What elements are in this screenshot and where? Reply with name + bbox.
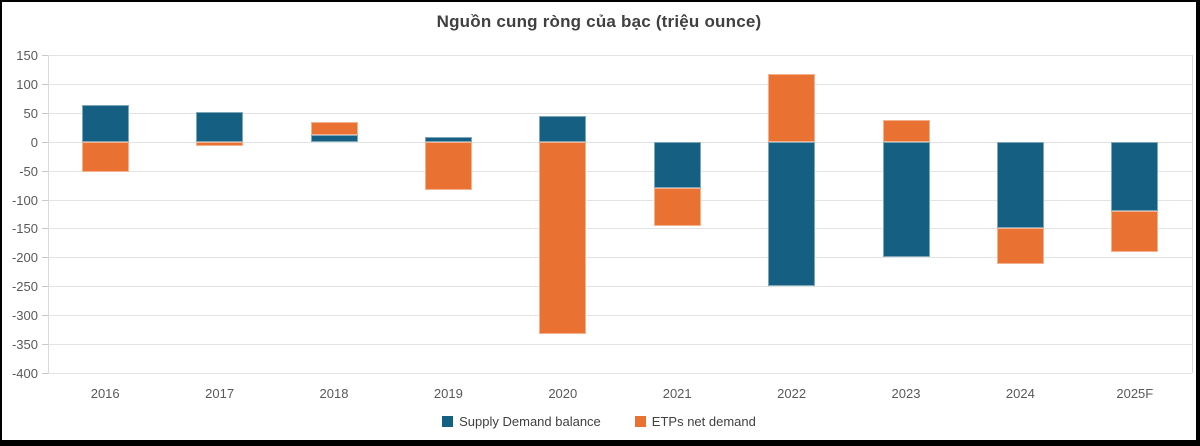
y-axis-label: -150	[11, 221, 38, 237]
x-axis-label: 2024	[1005, 386, 1035, 401]
gridline	[48, 170, 1192, 172]
y-axis-label: -350	[11, 337, 38, 353]
y-axis-label: -300	[11, 308, 38, 324]
bar-segment-etps-net-demand	[1111, 211, 1159, 252]
bar-segment-etps-net-demand	[424, 141, 472, 190]
plot-border-right	[1192, 55, 1193, 373]
bar-segment-supply-demand-balance	[653, 141, 701, 188]
bar-segment-supply-demand-balance	[310, 134, 358, 142]
bar-segment-supply-demand-balance	[424, 136, 472, 142]
legend-label-etps-net-demand: ETPs net demand	[651, 414, 756, 429]
x-axis-label: 2016	[90, 386, 120, 401]
y-axis-label: -400	[11, 366, 38, 381]
y-axis-label: -200	[11, 250, 38, 266]
y-axis-tick	[42, 170, 48, 172]
bar-segment-supply-demand-balance	[996, 141, 1044, 229]
bar-segment-etps-net-demand	[768, 74, 816, 142]
gridline	[48, 55, 1192, 56]
plot-area: 150 100 50 0 -50 -100 -150 -200 -250 -300 -350 -400…	[2, 2, 1196, 440]
bar-segment-etps-net-demand	[653, 187, 701, 226]
gridline	[48, 83, 1192, 85]
legend-swatch-supply-demand-balance	[442, 416, 454, 427]
bar-segment-supply-demand-balance	[81, 105, 129, 142]
x-axis-label: 2019	[433, 386, 463, 401]
x-axis-label: 2025F	[1116, 386, 1154, 401]
y-axis-label: -250	[11, 279, 38, 295]
y-axis-label: -100	[11, 192, 38, 208]
gridline	[48, 373, 1192, 374]
plot-border-left	[48, 55, 49, 373]
bar-segment-etps-net-demand	[882, 120, 930, 142]
bar-segment-etps-net-demand	[996, 228, 1044, 265]
y-axis-tick	[42, 315, 48, 317]
gridline	[48, 199, 1192, 201]
y-axis-label: 150	[16, 48, 38, 63]
x-axis-label: 2022	[777, 386, 807, 401]
chart-panel: Nguồn cung ròng của bạc (triệu ounce) 15…	[2, 2, 1196, 440]
bar-segment-etps-net-demand	[310, 122, 358, 135]
y-axis-label: -50	[19, 163, 38, 179]
y-axis-label: 0	[30, 134, 38, 150]
y-axis-tick	[42, 83, 48, 85]
y-axis-tick	[42, 286, 48, 288]
gridline	[48, 286, 1192, 288]
legend-item-etps-net-demand: ETPs net demand	[634, 414, 756, 429]
x-axis-label: 2018	[319, 386, 349, 401]
gridline	[48, 344, 1192, 346]
y-axis-tick	[42, 141, 48, 143]
bar-segment-supply-demand-balance	[539, 115, 587, 142]
bar-segment-etps-net-demand	[196, 141, 244, 147]
y-axis-tick	[42, 112, 48, 114]
x-axis-label: 2017	[205, 386, 235, 401]
legend-label-supply-demand-balance: Supply Demand balance	[459, 414, 601, 429]
bar-segment-etps-net-demand	[539, 141, 587, 334]
bar-segment-supply-demand-balance	[1111, 141, 1159, 212]
bar-segment-supply-demand-balance	[768, 141, 816, 287]
y-axis-tick	[42, 228, 48, 230]
x-axis-label: 2023	[891, 386, 921, 401]
gridline	[48, 228, 1192, 230]
gridline	[48, 315, 1192, 317]
y-axis-tick	[42, 55, 48, 56]
x-axis-label: 2020	[548, 386, 578, 401]
y-axis-tick	[42, 199, 48, 201]
gridline	[48, 257, 1192, 259]
y-axis-tick	[42, 373, 48, 374]
bar-segment-etps-net-demand	[81, 141, 129, 173]
gridline	[48, 112, 1192, 114]
y-axis-label: 50	[23, 105, 38, 121]
legend-item-supply-demand-balance: Supply Demand balance	[442, 414, 601, 429]
x-axis-label: 2021	[662, 386, 692, 401]
bar-segment-supply-demand-balance	[196, 111, 244, 142]
y-axis-tick	[42, 344, 48, 346]
gridline	[48, 141, 1192, 143]
bar-segment-supply-demand-balance	[882, 141, 930, 258]
chart-title: Nguồn cung ròng của bạc (triệu ounce)	[436, 12, 762, 31]
legend: Supply Demand balance ETPs net demand	[2, 414, 1196, 429]
legend-swatch-etps-net-demand	[634, 416, 646, 427]
y-axis-tick	[42, 257, 48, 259]
y-axis-label: 100	[16, 76, 38, 92]
